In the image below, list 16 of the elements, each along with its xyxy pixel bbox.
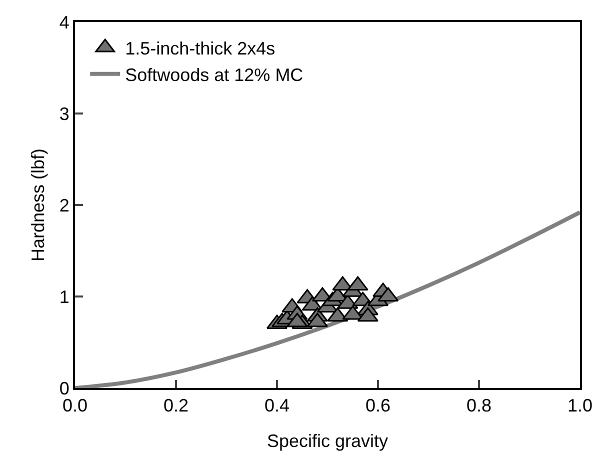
legend-label: 1.5-inch-thick 2x4s [125, 38, 276, 59]
x-tick-label: 0.2 [163, 396, 189, 416]
legend-label: Softwoods at 12% MC [125, 64, 304, 85]
y-tick-label: 0 [59, 378, 70, 398]
y-tick-label: 2 [59, 195, 70, 216]
x-tick-label: 0.4 [264, 396, 290, 416]
y-axis-title: Hardness (lbf) [28, 148, 48, 262]
x-tick-label: 1.0 [567, 396, 593, 416]
x-tick-label: 0.6 [365, 396, 391, 416]
x-tick-label: 0.8 [466, 396, 492, 416]
x-axis-title: Specific gravity [266, 431, 388, 452]
y-tick-label: 3 [59, 104, 70, 124]
y-tick-label: 1 [59, 286, 70, 307]
line-series [75, 210, 580, 388]
x-tick-label: 0.0 [62, 396, 88, 416]
y-tick-label: 4 [59, 12, 70, 32]
